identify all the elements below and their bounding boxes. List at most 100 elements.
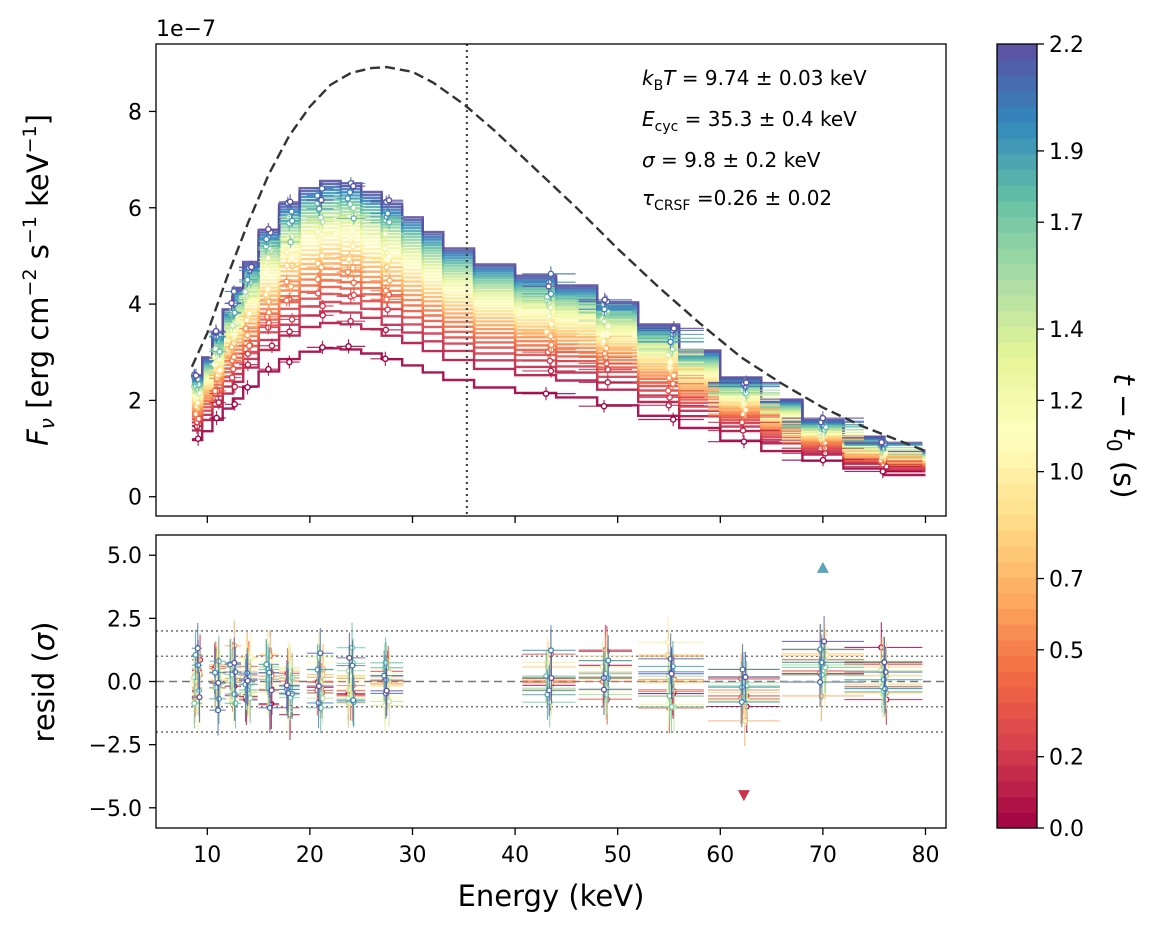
data-point [244,361,252,368]
resid-point [668,670,675,677]
bottom-x-tick-label: 60 [706,843,734,868]
data-point [318,196,325,204]
bottom-x-tick-label: 70 [809,843,837,868]
data-point [346,200,354,208]
data-point [384,306,391,313]
data-point [382,287,390,294]
data-point [347,234,355,241]
colorbar-level [997,122,1037,139]
data-point [601,296,609,304]
colorbar-level [997,671,1037,688]
data-point [314,228,321,236]
colorbar-level [997,780,1037,798]
data-point [348,227,356,235]
residual-points [191,616,923,747]
data-point [739,427,747,434]
colorbar-gradient [997,44,1037,829]
colorbar-tick-label: 1.0 [1049,461,1084,486]
colorbar-ticks: 0.0 0.2 0.5 0.7 1.0 1.2 1.4 1.7 1.9 2.2 [1037,33,1084,842]
data-point [263,235,270,243]
data-point [664,351,672,359]
data-point [286,328,293,335]
resid-point [346,654,353,661]
model-step-slice [191,321,926,473]
colorbar-level [997,232,1037,249]
colorbar-level [997,357,1037,374]
colorbar-level [997,404,1037,421]
colorbar-level [997,310,1037,327]
offset-text: 1e−7 [156,17,216,42]
colorbar-level [997,702,1037,719]
data-point [287,238,294,246]
data-point [283,278,290,286]
resid-point [268,687,275,694]
data-point [543,328,550,336]
colorbar-tick-label: 0.5 [1049,639,1084,664]
data-point [228,299,235,307]
resid-point [821,638,828,645]
data-point [350,182,357,190]
data-point [385,196,393,204]
colorbar-level [997,686,1037,704]
bottom-y-tick-label: 2.5 [107,607,142,632]
data-point [878,438,885,446]
top-y-axis-label: Fν [erg cm−2 s−1 keV−1] [19,114,59,446]
top-data-points [190,177,923,479]
data-point [383,296,390,303]
colorbar-frame [996,43,1038,829]
data-point [216,366,224,374]
model-step-slice [191,257,926,463]
top-x-ticks [206,516,927,523]
data-point [599,331,607,339]
model-step-slice [191,247,926,462]
lower-limit-arrow [737,790,750,802]
colorbar-level [997,216,1037,233]
colorbar-level [997,247,1037,265]
colorbar-level [997,326,1037,343]
annotation-kbt-sym2: T [663,66,677,90]
resid-point [283,682,290,689]
bottom-y-tick-label: 5.0 [107,544,142,569]
colorbar-level [997,483,1037,500]
data-point [213,414,220,422]
data-point [229,322,237,329]
model-step-slice [191,243,926,461]
data-point [286,358,293,366]
annotation-ecyc-sym: E [642,107,655,131]
resid-point [345,667,352,674]
model-step-slice [191,179,926,452]
colorbar: 0.0 0.2 0.5 0.7 1.0 1.2 1.4 1.7 1.9 2.2 t − t0 (s… [996,33,1141,842]
colorbar-level [997,577,1037,594]
colorbar-tick-label: 1.9 [1049,140,1084,165]
annotation-sigma-sym: σ [642,148,656,172]
resid-point [881,685,889,692]
data-point [246,310,253,317]
data-point [288,254,296,261]
data-point [382,326,390,334]
resid-point [547,647,555,654]
resid-point [263,661,270,668]
model-step-slice [191,292,926,469]
resid-point [548,674,555,682]
resid-point [605,657,612,664]
data-point [664,387,672,394]
colorbar-level [997,639,1037,657]
resid-point [742,674,749,681]
data-point [231,401,239,408]
annotation-kbt-text: = 9.74 ± 0.03 keV [675,66,867,90]
resid-point [738,698,745,705]
annotation-tau-text: =0.26 ± 0.02 [691,186,833,210]
resid-point [266,669,273,676]
data-point [286,198,294,206]
data-point [382,230,389,238]
data-point [547,270,555,278]
annotation-kbt-sym: k [642,66,655,90]
data-point [383,263,391,271]
data-point [265,309,273,316]
data-point [231,383,239,391]
data-point [670,372,678,379]
annotation-tau: τCRSF =0.26 ± 0.02 [642,186,832,214]
data-point [604,323,612,330]
resid-point [315,683,323,690]
